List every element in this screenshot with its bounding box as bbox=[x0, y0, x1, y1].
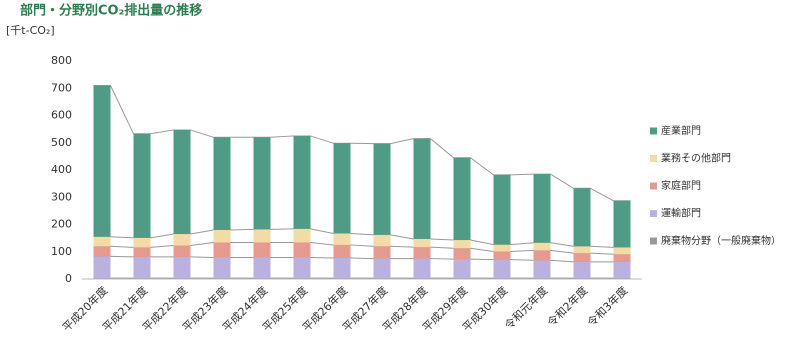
bar-segment bbox=[173, 234, 191, 246]
bar-segment bbox=[533, 260, 551, 279]
y-tick-label: 800 bbox=[51, 54, 72, 67]
bar-segment bbox=[453, 248, 471, 260]
bar-segment bbox=[133, 133, 151, 238]
bar-segment bbox=[413, 238, 431, 248]
y-axis-label: [千t-CO₂] bbox=[6, 24, 55, 37]
bar-segment bbox=[333, 258, 351, 279]
bar-segment bbox=[573, 188, 591, 247]
y-tick-label: 300 bbox=[51, 190, 72, 203]
bar-segment bbox=[213, 229, 231, 243]
bar-segment bbox=[173, 256, 191, 279]
y-tick-label: 400 bbox=[51, 163, 72, 176]
bar-segment bbox=[493, 174, 511, 245]
y-tick-label: 200 bbox=[51, 218, 72, 231]
bar-segment bbox=[333, 244, 351, 259]
bar-segment bbox=[133, 247, 151, 257]
y-tick-label: 0 bbox=[65, 272, 72, 285]
bar-segment bbox=[93, 85, 111, 237]
bar-segment bbox=[93, 236, 111, 247]
bar-segment bbox=[613, 254, 631, 262]
bar-segment bbox=[533, 250, 551, 261]
bar-segment bbox=[413, 138, 431, 239]
bar-segment bbox=[93, 246, 111, 257]
legend-label: 家庭部門 bbox=[661, 179, 701, 192]
bar-segment bbox=[253, 137, 271, 230]
bar-segment bbox=[293, 257, 311, 279]
bar-segment bbox=[533, 174, 551, 243]
bar-segment bbox=[413, 258, 431, 279]
y-tick-label: 500 bbox=[51, 136, 72, 149]
legend-swatch bbox=[650, 127, 657, 135]
bar-segment bbox=[373, 246, 391, 259]
bar-segment bbox=[613, 200, 631, 248]
bar-segment bbox=[493, 259, 511, 279]
bar-segment bbox=[133, 256, 151, 279]
bar-segment bbox=[213, 137, 231, 230]
y-tick-label: 600 bbox=[51, 109, 72, 122]
legend-swatch bbox=[650, 155, 657, 162]
bar-segment bbox=[453, 157, 471, 241]
bar-segment bbox=[613, 261, 631, 279]
legend-label: 運輸部門 bbox=[661, 207, 701, 220]
bar-segment bbox=[373, 143, 391, 235]
legend-swatch bbox=[650, 210, 657, 217]
legend-label: 業務その他部門 bbox=[661, 152, 731, 165]
bar-segment bbox=[493, 244, 511, 252]
bar-segment bbox=[293, 228, 311, 243]
legend-label: 廃棄物分野（一般廃棄物） bbox=[661, 234, 781, 247]
legend-swatch bbox=[650, 182, 657, 190]
bar-segment bbox=[173, 245, 191, 257]
bar-segment bbox=[573, 261, 591, 279]
bar-segment bbox=[613, 247, 631, 255]
chart-title: 部門・分野別CO₂排出量の推移 bbox=[20, 3, 202, 19]
bar-segment bbox=[93, 256, 111, 279]
bar-segment bbox=[293, 135, 311, 229]
bar-segment bbox=[573, 246, 591, 254]
bar-segment bbox=[373, 258, 391, 279]
bar-segment bbox=[573, 253, 591, 262]
bar-segment bbox=[253, 257, 271, 279]
bar-segment bbox=[253, 229, 271, 243]
bar-segment bbox=[493, 251, 511, 260]
bar-segment bbox=[133, 237, 151, 248]
bar-segment bbox=[213, 257, 231, 279]
bar-segment bbox=[453, 240, 471, 249]
bar-segment bbox=[373, 234, 391, 247]
bar-segment bbox=[413, 247, 431, 259]
x-tick-label: 令和3年度 bbox=[584, 283, 630, 329]
bar-segment bbox=[333, 143, 351, 234]
bar-segment bbox=[333, 233, 351, 245]
x-tick-label: 令和2年度 bbox=[544, 283, 590, 329]
y-tick-label: 700 bbox=[51, 81, 72, 94]
y-tick-label: 100 bbox=[51, 245, 72, 258]
bar-segment bbox=[293, 242, 311, 258]
bar-segment bbox=[253, 242, 271, 258]
bar-segment bbox=[213, 242, 231, 258]
bar-segment bbox=[533, 242, 551, 251]
x-tick-label: 令和元年度 bbox=[501, 283, 550, 332]
bar-segment bbox=[173, 129, 191, 235]
legend-label: 産業部門 bbox=[661, 124, 701, 137]
bar-segment bbox=[453, 259, 471, 279]
legend-swatch bbox=[650, 237, 657, 245]
